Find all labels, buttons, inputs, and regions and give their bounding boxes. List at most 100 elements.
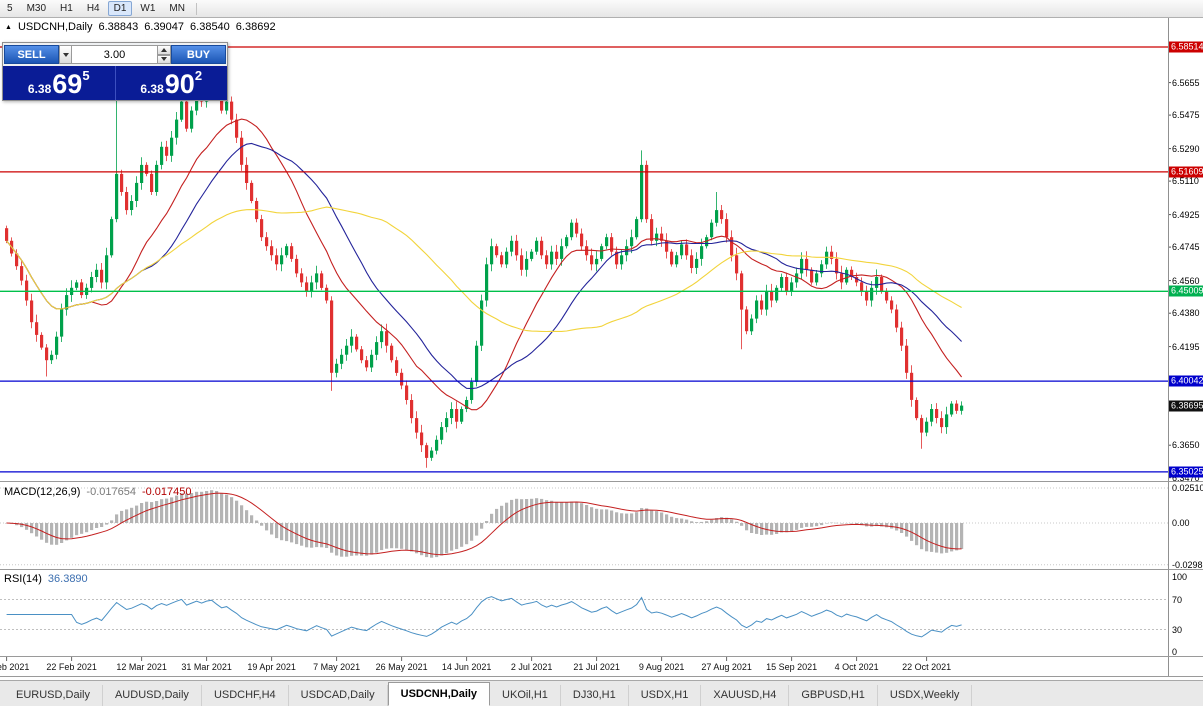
moving-averages bbox=[6, 118, 963, 411]
price-axis-tick: 6.5110 bbox=[1172, 176, 1199, 187]
price-axis-tick: 6.4380 bbox=[1172, 308, 1200, 319]
price-axis-tick: 6.4560 bbox=[1172, 275, 1200, 286]
price-badge: 6.51609 bbox=[1169, 166, 1203, 178]
date-label: 2 Jul 2021 bbox=[510, 662, 553, 672]
date-label: 9 Aug 2021 bbox=[638, 662, 685, 672]
tab-gbpusd-h1[interactable]: GBPUSD,H1 bbox=[789, 685, 878, 706]
date-label: 15 Sep 2021 bbox=[766, 662, 818, 672]
macd-main-value: -0.017654 bbox=[86, 486, 136, 498]
date-label: 14 Jun 2021 bbox=[441, 662, 492, 672]
ask-price-pipette: 2 bbox=[194, 68, 203, 83]
date-label: 19 Apr 2021 bbox=[247, 662, 296, 672]
tab-ukoil-h1[interactable]: UKOil,H1 bbox=[490, 685, 561, 706]
volume-decrease-button[interactable] bbox=[158, 54, 171, 64]
price-badge: 6.40042 bbox=[1169, 375, 1203, 387]
panel-separator bbox=[0, 481, 1203, 482]
rsi-value: 36.3890 bbox=[47, 573, 88, 585]
date-label: 7 May 2021 bbox=[313, 662, 361, 672]
timeframe-d1-button[interactable]: D1 bbox=[107, 1, 133, 16]
rsi-indicator-label: RSI(14) 36.3890 bbox=[4, 573, 88, 585]
tab-eurusd-daily[interactable]: EURUSD,Daily bbox=[4, 685, 103, 706]
sell-quote-button[interactable]: 6.38 69 5 bbox=[3, 66, 116, 100]
bid-price-pipette: 5 bbox=[82, 68, 90, 83]
toolbar-separator bbox=[195, 2, 197, 15]
tab-dj30-h1[interactable]: DJ30,H1 bbox=[561, 685, 629, 706]
trade-controls-row: SELL BUY bbox=[3, 43, 227, 66]
chevron-down-icon bbox=[161, 57, 167, 62]
price-axis-tick: 6.3650 bbox=[1172, 440, 1200, 451]
rsi-scale-tick: 30 bbox=[1172, 624, 1183, 635]
ohlc-open-value: 6.38843 bbox=[98, 21, 139, 33]
macd-scale-tick: -0.02988 bbox=[1172, 559, 1203, 570]
tab-usdx-weekly[interactable]: USDX,Weekly bbox=[878, 685, 973, 706]
panel-separator bbox=[0, 676, 1203, 677]
chevron-down-icon bbox=[62, 52, 69, 57]
macd-signal-line bbox=[6, 492, 962, 556]
price-axis-tick: 6.4745 bbox=[1172, 242, 1200, 253]
ohlc-close-value: 6.38692 bbox=[235, 21, 276, 33]
buy-quote-button[interactable]: 6.38 90 2 bbox=[115, 66, 227, 100]
tab-usdcad-daily[interactable]: USDCAD,Daily bbox=[289, 685, 388, 706]
tab-usdx-h1[interactable]: USDX,H1 bbox=[629, 685, 702, 706]
tab-xauusd-h4[interactable]: XAUUSD,H4 bbox=[701, 685, 790, 706]
volume-stepper bbox=[158, 45, 171, 64]
bid-price-prefix: 6.38 bbox=[27, 82, 52, 96]
price-badge: 6.38695 bbox=[1169, 400, 1203, 411]
rsi-name: RSI(14) bbox=[4, 573, 42, 585]
ask-price-prefix: 6.38 bbox=[140, 82, 164, 96]
tab-usdcnh-daily[interactable]: USDCNH,Daily bbox=[387, 682, 491, 706]
timeframe-toolbar: 5 M30 H1 H4 D1 W1 MN bbox=[0, 0, 1203, 18]
timeframe-h1-button[interactable]: H1 bbox=[54, 1, 79, 16]
price-badge: 6.35025 bbox=[1169, 466, 1203, 478]
price-axis-tick: 6.4925 bbox=[1172, 209, 1200, 220]
rsi-scale-tick: 100 bbox=[1172, 572, 1188, 582]
timeframe-m30-button[interactable]: M30 bbox=[21, 1, 52, 16]
timeframe-w1-button[interactable]: W1 bbox=[134, 1, 161, 16]
buy-button[interactable]: BUY bbox=[171, 45, 226, 64]
rsi-line bbox=[6, 596, 962, 638]
macd-histogram bbox=[5, 490, 964, 558]
chart-symbol-label: USDCNH,Daily bbox=[17, 21, 93, 33]
date-label: 3 Feb 2021 bbox=[0, 662, 30, 672]
collapse-quote-panel-icon[interactable]: ▲ bbox=[5, 23, 12, 31]
date-label: 4 Oct 2021 bbox=[834, 662, 879, 672]
macd-name: MACD(12,26,9) bbox=[4, 486, 81, 498]
ohlc-low-value: 6.38540 bbox=[190, 21, 230, 33]
macd-scale-tick: 0.02510 bbox=[1172, 483, 1203, 493]
chart-header: ▲ USDCNH,Daily 6.38843 6.39047 6.38540 6… bbox=[5, 21, 276, 33]
timeframe-h4-button[interactable]: H4 bbox=[81, 1, 106, 16]
axis-border bbox=[1168, 18, 1169, 676]
date-label: 22 Oct 2021 bbox=[902, 662, 952, 672]
price-axis-tick: 6.5475 bbox=[1172, 110, 1200, 121]
macd-indicator-label: MACD(12,26,9) -0.017654 -0.017450 bbox=[4, 486, 192, 498]
date-label: 31 Mar 2021 bbox=[181, 662, 232, 672]
price-badge: 6.45009 bbox=[1169, 285, 1203, 297]
panel-separator bbox=[0, 569, 1203, 570]
timeframe-mn-button[interactable]: MN bbox=[163, 1, 191, 16]
rsi-scale-tick: 0 bbox=[1172, 647, 1178, 657]
chevron-up-icon bbox=[161, 47, 167, 52]
price-axis-tick: 6.5655 bbox=[1172, 77, 1200, 88]
sell-button[interactable]: SELL bbox=[4, 45, 59, 64]
date-label: 26 May 2021 bbox=[375, 662, 428, 672]
volume-dropdown-button[interactable] bbox=[59, 45, 72, 64]
date-axis: 3 Feb 2021 22 Feb 2021 12 Mar 2021 31 Mar 2… bbox=[0, 657, 1168, 676]
date-label: 21 Jul 2021 bbox=[573, 662, 620, 672]
panel-separator bbox=[0, 656, 1203, 657]
tab-usdchf-h4[interactable]: USDCHF,H4 bbox=[202, 685, 289, 706]
date-label: 12 Mar 2021 bbox=[116, 662, 167, 672]
ohlc-high-value: 6.39047 bbox=[144, 21, 185, 33]
price-badge: 6.58514 bbox=[1169, 41, 1203, 53]
quote-prices-row: 6.38 69 5 6.38 90 2 bbox=[3, 66, 227, 100]
chart-tab-bar: EURUSD,Daily AUDUSD,Daily USDCHF,H4 USDCAD,… bbox=[0, 680, 1203, 706]
volume-increase-button[interactable] bbox=[158, 45, 171, 55]
one-click-trading-widget: SELL BUY 6.38 69 5 6.38 90 2 bbox=[2, 42, 228, 101]
price-axis-tick: 6.3470 bbox=[1172, 472, 1200, 483]
volume-input[interactable] bbox=[72, 45, 158, 64]
date-label: 22 Feb 2021 bbox=[46, 662, 97, 672]
tab-audusd-daily[interactable]: AUDUSD,Daily bbox=[103, 685, 202, 706]
timeframe-5-button[interactable]: 5 bbox=[1, 1, 19, 16]
price-axis-tick: 6.5290 bbox=[1172, 143, 1200, 154]
ask-price-big-digits: 90 bbox=[164, 69, 195, 99]
